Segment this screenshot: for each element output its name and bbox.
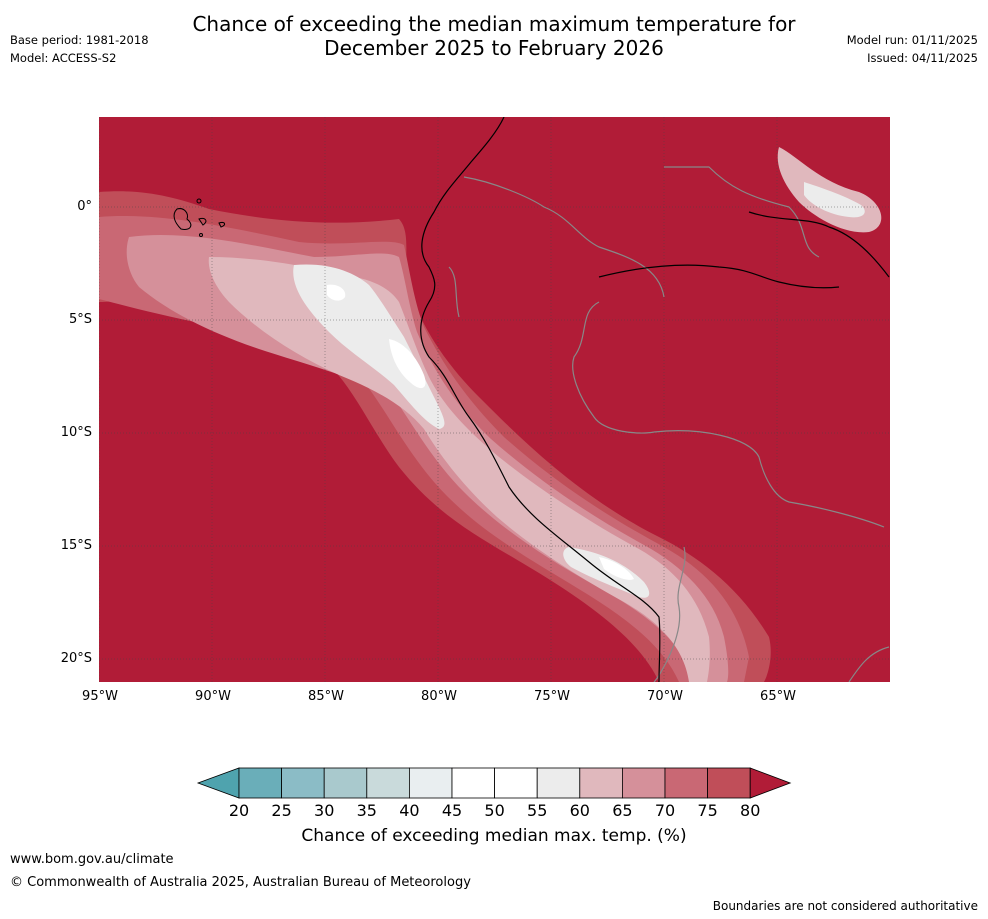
- lon-label: 90°W: [195, 689, 231, 704]
- colorbar-tick: 80: [740, 801, 761, 820]
- colorbar-cell: [281, 767, 325, 799]
- footer-url: www.bom.gov.au/climate: [10, 852, 174, 867]
- lon-label: 70°W: [647, 689, 683, 704]
- colorbar-cell: [494, 767, 538, 799]
- title-line-1: Chance of exceeding the median maximum t…: [192, 12, 796, 36]
- lon-label: 85°W: [308, 689, 344, 704]
- colorbar-cell: [238, 767, 282, 799]
- colorbar-cell: [323, 767, 368, 799]
- colorbar-cell: [579, 767, 623, 799]
- contour-band-55: [293, 182, 865, 598]
- coastline: [420, 116, 890, 683]
- model-name: Model: ACCESS-S2: [10, 51, 117, 65]
- chart-title: Chance of exceeding the median maximum t…: [0, 12, 988, 60]
- graticule: [98, 117, 890, 682]
- lat-label: 10°S: [60, 425, 92, 440]
- map-svg: [98, 116, 890, 683]
- colorbar-tick: 65: [612, 801, 633, 820]
- colorbar-cell: [408, 767, 453, 799]
- footer-note: Boundaries are not considered authoritat…: [712, 899, 978, 913]
- colorbar-cell: [664, 767, 708, 799]
- colorbar-tick: 75: [697, 801, 718, 820]
- country-boundaries: [448, 166, 890, 683]
- model-run: Model run: 01/11/2025: [846, 33, 978, 47]
- colorbar-tick: 35: [356, 801, 377, 820]
- colorbar-cell: [621, 767, 666, 799]
- lat-label: 20°S: [60, 651, 92, 666]
- header-right: Model run: 01/11/2025 Issued: 04/11/2025: [847, 31, 978, 67]
- lat-label: 15°S: [60, 538, 92, 553]
- contour-band-50: [327, 284, 634, 580]
- colorbar-tick: 20: [228, 801, 250, 820]
- colorbar-label: Chance of exceeding median max. temp. (%…: [301, 826, 687, 846]
- lon-label: 95°W: [82, 689, 118, 704]
- colorbar-tick: 40: [399, 801, 420, 820]
- colorbar-tick: 60: [569, 801, 590, 820]
- colorbar-extend-high: [749, 767, 792, 799]
- map-background: [99, 117, 890, 682]
- footer-copyright: © Commonwealth of Australia 2025, Austra…: [10, 875, 471, 890]
- colorbar-cell: [536, 767, 581, 799]
- colorbar-tick: 45: [441, 801, 463, 820]
- issued-date: Issued: 04/11/2025: [867, 51, 978, 65]
- lat-label: 0°: [77, 199, 92, 214]
- colorbar-tick: 30: [314, 801, 335, 820]
- colorbar-cell: [707, 767, 751, 799]
- galapagos-islands: [173, 198, 226, 237]
- base-period: Base period: 1981-2018: [10, 33, 149, 47]
- lon-label: 65°W: [760, 689, 796, 704]
- colorbar-tick: 55: [527, 801, 548, 820]
- colorbar-cell: [451, 767, 495, 799]
- header-left: Base period: 1981-2018 Model: ACCESS-S2: [10, 31, 149, 67]
- map-panel: [98, 116, 890, 683]
- lon-label: 75°W: [534, 689, 570, 704]
- colorbar-tick: 70: [654, 801, 676, 820]
- colorbar-cell: [366, 767, 410, 799]
- lat-label: 5°S: [68, 312, 92, 327]
- lon-label: 80°W: [421, 689, 457, 704]
- colorbar-tick: 50: [484, 801, 505, 820]
- colorbar-tick: 25: [271, 801, 292, 820]
- colorbar-extend-low: [196, 767, 240, 799]
- colorbar: [196, 767, 792, 799]
- title-line-2: December 2025 to February 2026: [324, 36, 664, 60]
